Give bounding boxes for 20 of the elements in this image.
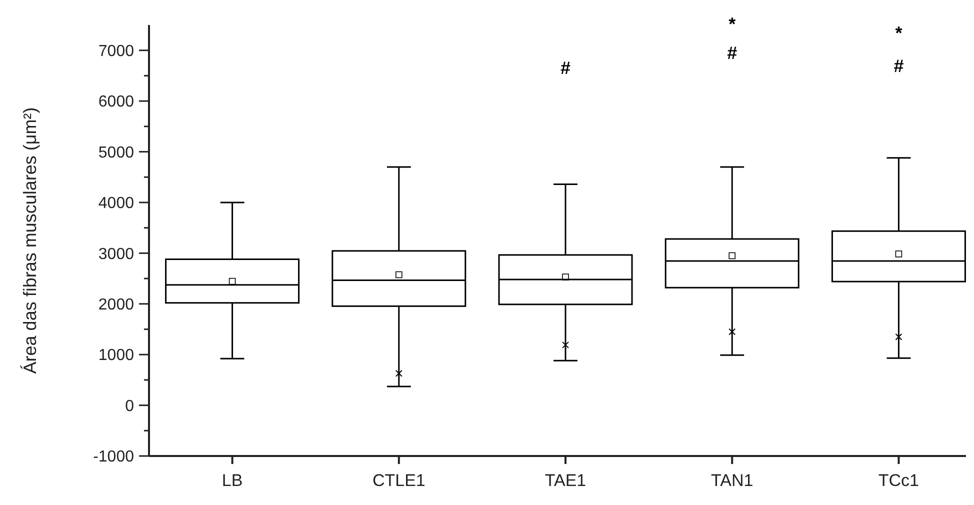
y-tick-label: 6000 xyxy=(98,94,134,111)
x-tick-label: CTLE1 xyxy=(372,471,426,490)
annotation: * xyxy=(728,14,736,34)
x-tick-label: TAE1 xyxy=(544,471,586,490)
y-tick-label: 7000 xyxy=(98,42,134,60)
annotation: # xyxy=(894,56,904,76)
y-tick-label: 4000 xyxy=(98,195,134,212)
x-tick-label: LB xyxy=(222,471,243,490)
y-axis-title: Área das fibras musculares (μm²) xyxy=(20,107,40,374)
annotation: # xyxy=(727,43,738,63)
x-tick-label: TCc1 xyxy=(878,471,920,490)
annotation: * xyxy=(895,23,902,43)
y-tick-label: 2000 xyxy=(98,296,134,314)
y-tick-label: 1000 xyxy=(98,347,134,364)
y-tick-label: 0 xyxy=(125,398,134,415)
y-tick-label: -1000 xyxy=(93,448,134,466)
y-tick-label: 5000 xyxy=(98,144,134,162)
x-tick-label: TAN1 xyxy=(711,471,754,490)
annotation: # xyxy=(560,58,571,78)
y-tick-label: 3000 xyxy=(98,246,134,263)
